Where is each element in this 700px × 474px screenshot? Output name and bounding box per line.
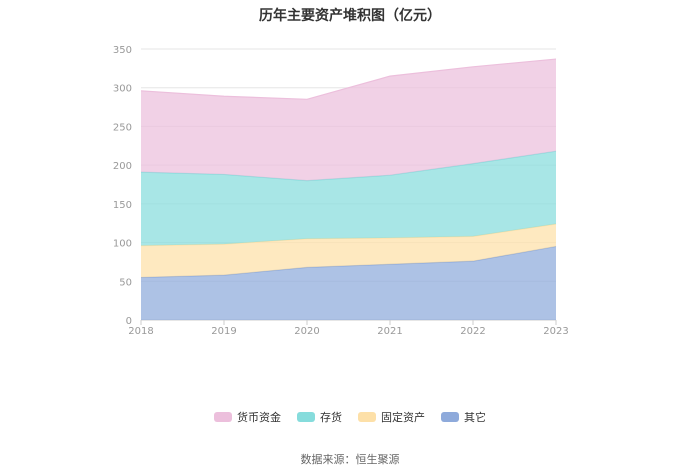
legend-swatch: [358, 412, 376, 422]
legend: 货币资金 存货 固定资产 其它: [0, 409, 700, 425]
legend-label: 其它: [464, 411, 486, 424]
y-tick-label: 200: [113, 161, 132, 172]
legend-label: 货币资金: [237, 411, 281, 424]
y-tick-label: 350: [113, 45, 132, 56]
legend-swatch: [214, 412, 232, 422]
y-tick-label: 0: [126, 316, 132, 327]
area-series: [140, 58, 557, 320]
legend-swatch: [441, 412, 459, 422]
x-tick-label: 2018: [128, 326, 153, 337]
legend-item[interactable]: 固定资产: [358, 409, 425, 425]
legend-item[interactable]: 货币资金: [214, 409, 281, 425]
y-tick-label: 50: [119, 277, 132, 288]
legend-item[interactable]: 存货: [297, 409, 342, 425]
area-series-其它: [141, 246, 556, 320]
x-tick-label: 2020: [294, 326, 319, 337]
series-line-货币资金: [140, 58, 557, 100]
data-source: 数据来源：恒生聚源: [300, 453, 400, 466]
x-tick-label: 2022: [460, 326, 485, 337]
area-series-货币资金: [141, 59, 556, 181]
legend-swatch: [297, 412, 315, 422]
area-series-存货: [141, 151, 556, 246]
legend-label: 存货: [320, 411, 342, 424]
y-tick-label: 100: [113, 239, 132, 250]
x-tick-label: 2019: [211, 326, 236, 337]
x-tick-label: 2023: [543, 326, 568, 337]
x-tick-label: 2021: [377, 326, 402, 337]
chart-title: 历年主要资产堆积图（亿元）: [259, 8, 441, 24]
y-tick-label: 250: [113, 122, 132, 133]
y-tick-label: 150: [113, 200, 132, 211]
legend-item[interactable]: 其它: [441, 409, 486, 425]
axes: 0 50 100 150 200 250 300 350 2018 2019 2020 2021 202…: [113, 45, 569, 337]
legend-label: 固定资产: [381, 411, 425, 424]
y-tick-label: 300: [113, 84, 132, 95]
